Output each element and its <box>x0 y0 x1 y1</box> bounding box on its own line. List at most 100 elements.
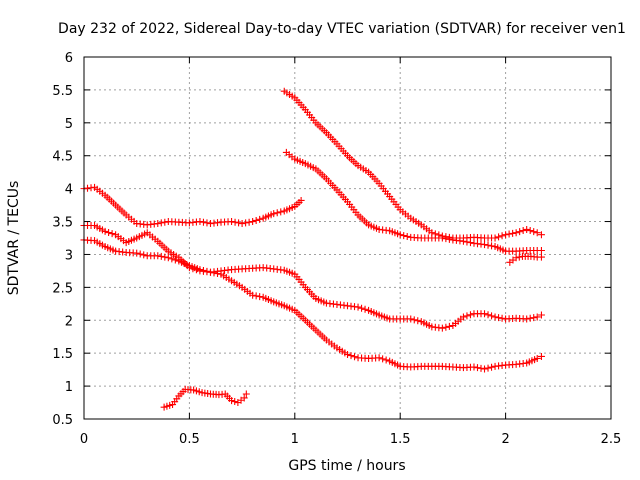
data-point <box>344 350 351 358</box>
data-point <box>502 231 510 239</box>
data-point <box>101 227 109 235</box>
data-point <box>519 227 527 235</box>
data-point <box>523 315 531 323</box>
y-tick-label: 1.5 <box>52 347 73 362</box>
x-axis-label: GPS time / hours <box>288 458 405 474</box>
data-marks <box>80 87 545 411</box>
data-point <box>108 230 116 238</box>
data-point <box>438 324 446 332</box>
data-point <box>242 219 250 227</box>
data-point <box>442 235 450 243</box>
data-point <box>537 247 545 255</box>
y-tick-label: 3.5 <box>52 216 73 231</box>
data-point <box>488 242 496 250</box>
data-point <box>375 354 383 362</box>
data-point <box>512 229 520 237</box>
data-point <box>361 305 369 313</box>
x-tick-label: 2 <box>501 432 509 447</box>
data-point <box>154 252 162 260</box>
data-point <box>491 313 499 321</box>
data-point <box>466 311 474 319</box>
data-point <box>509 229 517 237</box>
data-point <box>530 228 538 236</box>
y-tick-label: 2.5 <box>52 281 73 296</box>
data-point <box>459 237 467 245</box>
data-point <box>537 253 545 261</box>
x-tick-label: 1.5 <box>390 432 411 447</box>
data-point <box>438 234 446 242</box>
data-point <box>277 208 285 216</box>
data-point <box>256 293 264 301</box>
data-point <box>484 311 492 319</box>
data-point <box>512 254 520 262</box>
data-point <box>347 352 355 360</box>
data-point <box>136 250 144 258</box>
data-point <box>231 398 239 406</box>
data-point <box>495 314 503 322</box>
data-point <box>382 356 390 364</box>
data-point <box>442 323 450 331</box>
data-point <box>481 365 489 373</box>
y-tick-label: 2 <box>65 314 73 329</box>
data-point <box>105 229 113 237</box>
data-point <box>537 231 545 239</box>
data-point <box>196 266 204 274</box>
data-point <box>403 232 411 240</box>
data-point <box>491 234 499 242</box>
data-point <box>537 311 545 319</box>
data-point <box>252 292 260 300</box>
y-tick-label: 3 <box>65 248 73 263</box>
data-point <box>400 232 408 240</box>
data-point <box>157 219 165 227</box>
data-point <box>199 218 207 226</box>
data-point <box>445 235 453 243</box>
data-point <box>164 254 172 262</box>
data-point <box>358 304 366 312</box>
chart-title: Day 232 of 2022, Sidereal Day-to-day VTE… <box>58 21 626 37</box>
data-point <box>463 312 471 320</box>
data-point <box>270 210 278 218</box>
data-point <box>516 228 524 236</box>
data-point <box>297 196 305 204</box>
data-point <box>396 231 404 239</box>
y-tick-label: 5 <box>65 117 73 132</box>
data-point <box>533 313 541 321</box>
data-point <box>484 241 492 249</box>
data-point <box>171 256 179 264</box>
data-point <box>240 394 248 402</box>
data-point <box>196 218 204 226</box>
data-point <box>154 220 162 228</box>
data-point <box>203 267 211 275</box>
data-point <box>459 313 467 321</box>
data-point <box>537 352 545 360</box>
data-point <box>488 312 496 320</box>
y-tick-label: 0.5 <box>52 413 73 428</box>
data-point <box>526 227 534 235</box>
data-point <box>470 363 478 371</box>
x-tick-label: 2.5 <box>601 432 622 447</box>
data-point <box>498 232 506 240</box>
data-point <box>379 355 387 363</box>
data-point <box>203 219 211 227</box>
series-track-4 <box>160 385 250 411</box>
data-point <box>238 220 246 228</box>
series-track-1 <box>80 183 305 229</box>
x-tick-label: 0.5 <box>179 432 200 447</box>
data-point <box>526 314 534 322</box>
data-point <box>463 238 471 246</box>
data-point <box>157 252 165 260</box>
data-point <box>414 317 422 325</box>
x-tick-labels: 0 0.5 1 1.5 2 2.5 <box>80 432 621 447</box>
series-track-3 <box>80 236 545 332</box>
data-point <box>481 310 489 318</box>
data-point <box>498 314 506 322</box>
data-point <box>245 218 253 226</box>
data-point <box>488 363 496 371</box>
y-tick-label: 4.5 <box>52 150 73 165</box>
data-point <box>495 233 503 241</box>
x-tick-label: 0 <box>80 432 88 447</box>
y-tick-label: 6 <box>65 51 73 66</box>
data-point <box>407 315 415 323</box>
y-tick-label: 5.5 <box>52 84 73 99</box>
